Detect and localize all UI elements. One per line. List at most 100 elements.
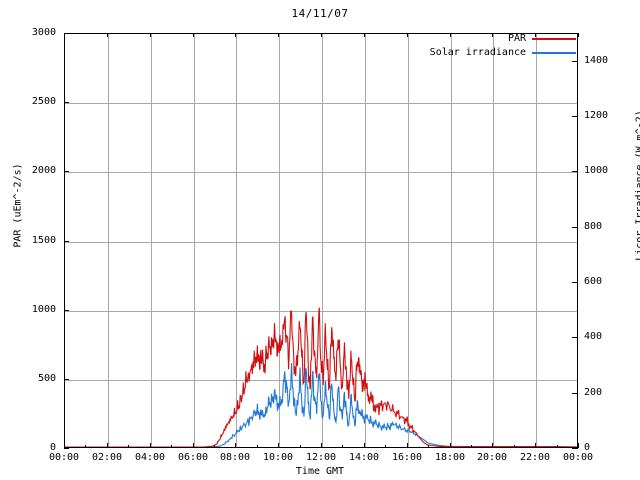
x-axis-minor-tick xyxy=(471,445,472,448)
gridline-vertical xyxy=(365,34,366,447)
series-layer xyxy=(65,34,577,447)
x-axis-tick xyxy=(492,443,493,448)
x-axis-tick-top xyxy=(450,33,451,37)
gridline-vertical xyxy=(493,34,494,447)
x-axis-minor-tick xyxy=(85,445,86,448)
x-axis-minor-tick xyxy=(557,445,558,448)
gridline-horizontal xyxy=(65,103,577,104)
x-axis-tick xyxy=(278,443,279,448)
gridline-horizontal xyxy=(65,242,577,243)
x-axis-tick-top xyxy=(407,33,408,37)
x-axis-minor-tick xyxy=(514,445,515,448)
y-axis-tick-right xyxy=(572,282,578,283)
y-axis-tick-label-left: 3000 xyxy=(31,27,56,38)
x-axis-tick-label: 18:00 xyxy=(434,452,466,463)
x-axis-tick-label: 00:00 xyxy=(562,452,594,463)
gridline-vertical xyxy=(536,34,537,447)
gridline-vertical xyxy=(194,34,195,447)
gridline-vertical xyxy=(322,34,323,447)
plot-area xyxy=(64,33,578,448)
series-line-par xyxy=(65,308,577,447)
y-axis-tick-label-right: 1400 xyxy=(584,55,609,66)
x-axis-minor-tick xyxy=(300,445,301,448)
x-axis-tick xyxy=(235,443,236,448)
x-axis-minor-tick xyxy=(385,445,386,448)
y-axis-tick-label-right: 800 xyxy=(584,221,603,232)
x-axis-tick-label: 06:00 xyxy=(177,452,209,463)
x-axis-minor-tick xyxy=(171,445,172,448)
y-axis-tick-label-left: 500 xyxy=(37,373,56,384)
y-axis-tick-right xyxy=(572,171,578,172)
x-axis-tick xyxy=(364,443,365,448)
x-axis-tick-label: 04:00 xyxy=(134,452,166,463)
y-axis-tick-label-right: 1000 xyxy=(584,165,609,176)
x-axis-tick xyxy=(150,443,151,448)
x-axis-minor-tick xyxy=(342,445,343,448)
y-axis-tick-label-right: 1200 xyxy=(584,110,609,121)
x-axis-tick xyxy=(578,443,579,448)
y-axis-tick-right xyxy=(572,61,578,62)
x-axis-tick-top xyxy=(321,33,322,37)
legend-item-par: PAR xyxy=(380,32,576,46)
legend-label-par: PAR xyxy=(507,33,526,44)
y-axis-tick-label-right: 0 xyxy=(584,442,591,453)
x-axis-tick-label: 12:00 xyxy=(305,452,337,463)
y-axis-tick-label-right: 600 xyxy=(584,276,603,287)
x-axis-tick-label: 10:00 xyxy=(262,452,294,463)
y-axis-title-left: PAR (uEm^-2/s) xyxy=(12,163,24,248)
plot-inner xyxy=(65,34,577,447)
x-axis-tick-top xyxy=(492,33,493,37)
y-axis-tick-label-right: 400 xyxy=(584,331,603,342)
y-axis-tick-label-left: 0 xyxy=(49,442,56,453)
y-axis-tick-right xyxy=(572,227,578,228)
y-axis-tick-label-left: 2000 xyxy=(31,165,56,176)
gridline-horizontal xyxy=(65,311,577,312)
y-axis-tick-label-left: 2500 xyxy=(31,96,56,107)
chart-title: 14/11/07 xyxy=(291,7,349,20)
x-axis-tick-top xyxy=(150,33,151,37)
y-axis-tick-left xyxy=(64,171,69,172)
x-axis-tick xyxy=(450,443,451,448)
y-axis-tick-left xyxy=(64,102,69,103)
x-axis-tick-top xyxy=(107,33,108,37)
y-axis-tick-right xyxy=(572,116,578,117)
x-axis-title: Time GMT xyxy=(295,466,345,477)
gridline-vertical xyxy=(151,34,152,447)
legend-label-solar: Solar irradiance xyxy=(429,47,526,58)
gridline-vertical xyxy=(451,34,452,447)
y-axis-tick-left xyxy=(64,33,69,34)
gridline-vertical xyxy=(108,34,109,447)
y-axis-tick-right xyxy=(572,393,578,394)
y-axis-tick-label-left: 1500 xyxy=(31,235,56,246)
x-axis-tick-label: 00:00 xyxy=(48,452,80,463)
chart-legend: PAR Solar irradiance xyxy=(380,32,576,60)
x-axis-tick-label: 14:00 xyxy=(348,452,380,463)
x-axis-tick xyxy=(64,443,65,448)
y-axis-tick-label-right: 200 xyxy=(584,387,603,398)
x-axis-tick-top xyxy=(578,33,579,37)
x-axis-tick-label: 02:00 xyxy=(91,452,123,463)
x-axis-minor-tick xyxy=(428,445,429,448)
gridline-vertical xyxy=(408,34,409,447)
gridline-horizontal xyxy=(65,172,577,173)
y-axis-title-right: Licor Irradiance (W m^-2) xyxy=(634,110,640,261)
y-axis-tick-left xyxy=(64,379,69,380)
legend-swatch-solar xyxy=(532,52,576,54)
x-axis-tick-label: 22:00 xyxy=(519,452,551,463)
x-axis-tick xyxy=(107,443,108,448)
legend-item-solar: Solar irradiance xyxy=(380,46,576,60)
x-axis-tick-label: 20:00 xyxy=(476,452,508,463)
y-axis-tick-left xyxy=(64,448,69,449)
x-axis-minor-tick xyxy=(257,445,258,448)
gridline-vertical xyxy=(279,34,280,447)
x-axis-tick xyxy=(407,443,408,448)
legend-swatch-par xyxy=(532,38,576,40)
gridline-horizontal xyxy=(65,380,577,381)
x-axis-minor-tick xyxy=(214,445,215,448)
x-axis-tick-top xyxy=(193,33,194,37)
x-axis-tick xyxy=(535,443,536,448)
y-axis-tick-right xyxy=(572,448,578,449)
x-axis-tick xyxy=(321,443,322,448)
series-line-solar-irradiance xyxy=(65,363,577,447)
